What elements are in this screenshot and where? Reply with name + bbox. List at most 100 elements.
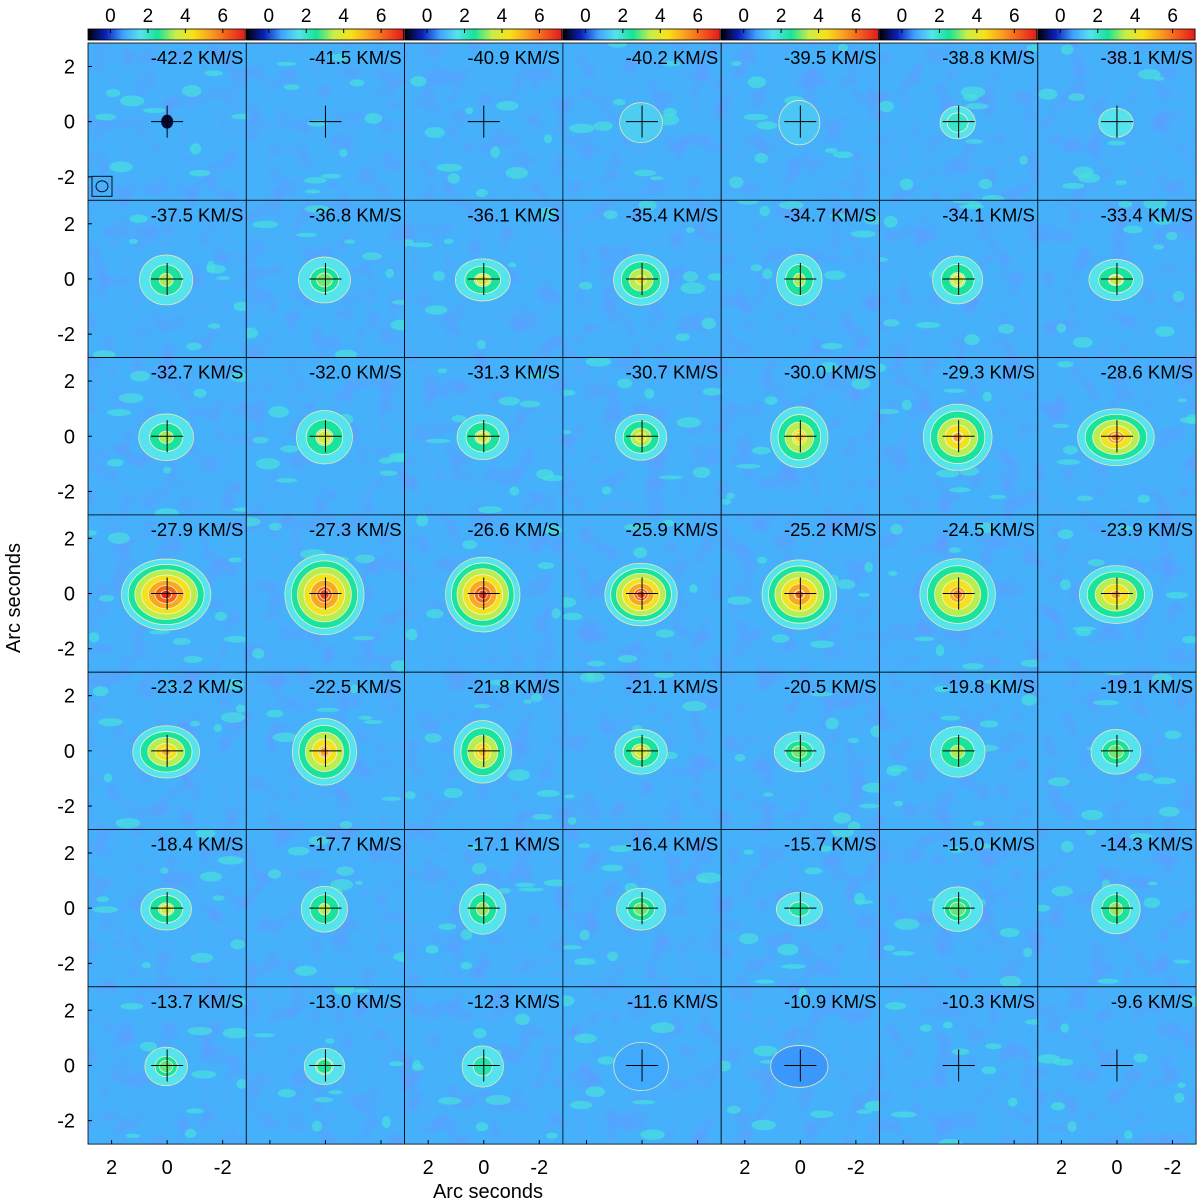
noise-speckle [485, 1094, 511, 1106]
noise-speckle [438, 1097, 462, 1105]
channel-panel: -34.7 KM/S [721, 200, 880, 358]
colorbar: 0 2 4 6 [562, 6, 721, 41]
colorbar-tick-label: 4 [1130, 6, 1141, 27]
noise-speckle [579, 929, 590, 941]
noise-speckle [329, 53, 350, 62]
noise-speckle [390, 319, 405, 331]
noise-speckle [95, 113, 117, 121]
noise-speckle [460, 961, 473, 970]
noise-speckle [255, 458, 281, 470]
noise-speckle [190, 952, 214, 963]
noise-speckle [847, 737, 859, 743]
noise-speckle [798, 987, 807, 999]
noise-speckle [633, 169, 657, 177]
channel-panel: -14.3 KM/S [1037, 829, 1197, 987]
noise-speckle [966, 200, 982, 208]
noise-speckle [617, 654, 638, 663]
noise-speckle [562, 430, 572, 435]
noise-speckle [154, 508, 179, 515]
noise-speckle [1023, 947, 1033, 958]
noise-speckle [883, 319, 900, 327]
velocity-label: -38.8 KM/S [942, 47, 1035, 68]
noise-speckle [443, 788, 463, 799]
channel-panel: -38.1 KM/S [1037, 43, 1197, 201]
x-tick-label: 0 [1111, 1157, 1122, 1179]
y-tick-label: 2 [64, 56, 75, 78]
noise-speckle [160, 867, 169, 874]
noise-speckle [190, 720, 200, 727]
channel-panel: -29.3 KM/S [879, 357, 1038, 515]
noise-speckle [1096, 978, 1120, 984]
noise-speckle [107, 458, 124, 467]
noise-speckle [425, 945, 439, 954]
noise-speckle [465, 107, 474, 114]
channel-panel: -23.2 KM/S [88, 672, 247, 830]
noise-speckle [965, 139, 984, 144]
noise-speckle [601, 486, 612, 495]
noise-speckle [467, 844, 479, 850]
y-tick-label: -2 [57, 1111, 75, 1133]
colorbar-strip [879, 28, 1038, 41]
noise-speckle [1008, 1097, 1018, 1107]
noise-speckle [879, 257, 888, 262]
noise-speckle [962, 663, 984, 670]
colorbar-tick-label: 6 [218, 6, 229, 27]
channel-panel: -24.5 KM/S [879, 514, 1038, 673]
noise-speckle [523, 699, 533, 704]
colorbar-tick-label: 0 [422, 6, 433, 27]
noise-speckle [960, 86, 986, 98]
noise-speckle [597, 1056, 615, 1065]
velocity-label: -42.2 KM/S [151, 47, 244, 68]
colorbar-tick-label: 6 [851, 6, 862, 27]
noise-speckle [1060, 840, 1074, 853]
x-tick-label: -2 [1164, 1157, 1182, 1179]
noise-speckle [1117, 525, 1134, 531]
x-tick-label: 2 [423, 1157, 434, 1179]
noise-speckle [915, 321, 941, 329]
velocity-label: -31.3 KM/S [467, 362, 560, 383]
noise-speckle [232, 507, 247, 512]
noise-speckle [187, 1026, 213, 1036]
noise-speckle [140, 1041, 158, 1052]
noise-speckle [1153, 217, 1172, 225]
channel-panel: -13.0 KM/S [246, 986, 405, 1145]
noise-speckle [1186, 414, 1197, 425]
noise-speckle [778, 201, 804, 210]
noise-speckle [471, 862, 487, 875]
emission-contour [636, 590, 646, 599]
noise-speckle [412, 1059, 421, 1069]
emission-contour [159, 903, 173, 915]
noise-speckle [543, 879, 563, 887]
noise-speckle [754, 152, 769, 164]
colorbar-tick-label: 4 [338, 6, 349, 27]
noise-speckle [390, 660, 405, 672]
noise-speckle [729, 176, 744, 189]
noise-speckle [562, 945, 583, 950]
noise-speckle [764, 396, 778, 405]
noise-speckle [1155, 326, 1175, 337]
velocity-label: -34.1 KM/S [942, 204, 1035, 225]
noise-speckle [266, 709, 284, 718]
noise-speckle [1081, 809, 1104, 821]
velocity-label: -30.7 KM/S [626, 362, 719, 383]
noise-speckle [206, 260, 216, 273]
velocity-label: -40.2 KM/S [626, 47, 719, 68]
noise-speckle [462, 539, 478, 550]
noise-speckle [1077, 173, 1100, 183]
noise-speckle [246, 517, 261, 527]
noise-speckle [1189, 996, 1197, 1007]
noise-speckle [756, 121, 778, 130]
noise-speckle [1067, 1121, 1077, 1132]
noise-speckle [858, 592, 871, 597]
colorbar-tick-label: 4 [655, 6, 666, 27]
noise-speckle [850, 230, 876, 238]
emission-contour [613, 1041, 669, 1091]
x-tick-label: 2 [106, 1157, 117, 1179]
noise-speckle [858, 803, 880, 809]
noise-speckle [644, 388, 655, 399]
axes: 2 0 -2 2 0 -2 2 0 -2 2 0 -2 2 0 -2 2 0 -2 2 0 -2 2 0 -2 2 0 -2 2 0 -2… [57, 56, 1181, 1179]
noise-speckle [832, 151, 854, 159]
noise-speckle [498, 887, 511, 894]
velocity-label: -15.0 KM/S [942, 834, 1035, 855]
noise-speckle [685, 227, 695, 233]
